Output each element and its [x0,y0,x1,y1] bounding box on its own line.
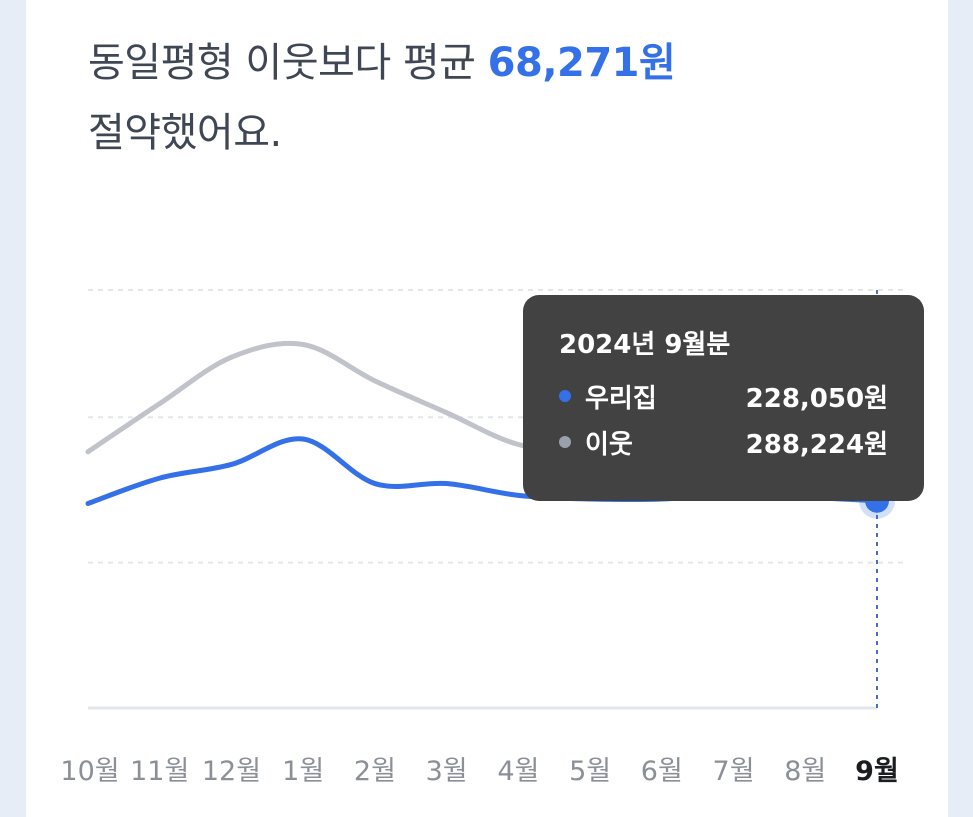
tooltip-series-value-neighbor: 288,224원 [745,429,888,460]
tooltip-series-name-neighbor: 이웃 [585,429,633,460]
x-tick-label-3: 12월 [202,756,261,787]
legend-dot-mine [559,390,571,402]
x-tick-label-1: 10월 [60,756,119,787]
headline-suffix: 절약했어요. [88,110,282,156]
tooltip-series-value-mine: 228,050원 [745,383,888,414]
x-tick-label-6: 3월 [426,756,468,787]
tooltip-row-neighbor: 이웃 288,224원 [559,419,888,465]
x-tick-label-7: 4월 [497,756,539,787]
chart-tooltip: 2024년 9월분 우리집 228,050원 이웃 288,224원 [523,295,924,501]
tooltip-row-mine: 우리집 228,050원 [559,373,888,419]
x-tick-label-5: 2월 [354,756,396,787]
x-tick-label-4: 1월 [282,756,324,787]
x-tick-label-9: 6월 [641,756,683,787]
legend-dot-neighbor [559,436,571,448]
tooltip-series-name-mine: 우리집 [585,383,657,414]
x-tick-label-8: 5월 [569,756,611,787]
x-tick-label-2: 11월 [130,756,189,787]
x-tick-label-11: 8월 [784,756,826,787]
tooltip-title: 2024년 9월분 [559,330,731,360]
headline-prefix: 동일평형 이웃보다 평균 [88,40,488,86]
x-tick-label-12: 9월 [855,756,899,787]
savings-amount: 68,271원 [487,40,676,86]
x-tick-label-10: 7월 [713,756,755,787]
